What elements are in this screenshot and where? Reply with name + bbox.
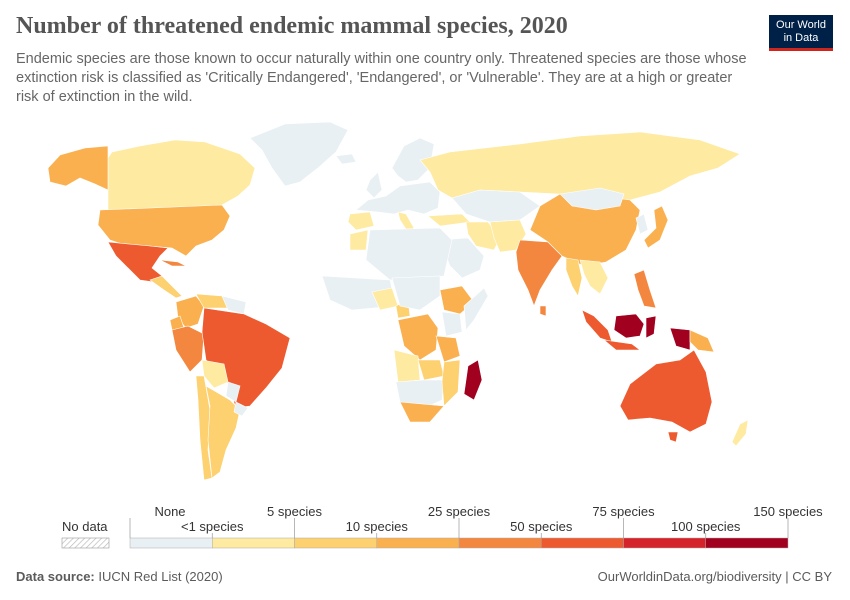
world-map[interactable]: CanadaAlaska (USA)GreenlandUnited States… xyxy=(0,110,850,490)
region-java[interactable]: Java xyxy=(602,339,641,351)
legend-ticks xyxy=(129,518,789,538)
legend-bins xyxy=(129,537,789,549)
region-borneo[interactable]: Borneo xyxy=(613,313,645,339)
region-myanmar[interactable]: Myanmar xyxy=(565,257,583,297)
region-europe[interactable]: Europe xyxy=(355,181,441,215)
region-united-states[interactable]: United States xyxy=(97,204,231,257)
map-regions: CanadaAlaska (USA)GreenlandUnited States… xyxy=(47,121,749,481)
legend-upper-label-4: 150 species xyxy=(753,504,823,519)
legend-upper-label-1: 5 species xyxy=(267,504,322,519)
region-mozambique[interactable]: Mozambique xyxy=(441,359,461,407)
legend-bin-1 xyxy=(212,537,295,549)
region-uruguay[interactable]: Uruguay xyxy=(233,401,249,417)
legend-upper-label-0: None xyxy=(154,504,185,519)
region-north-africa[interactable]: North Africa xyxy=(365,227,453,281)
region-tanzania[interactable]: Tanzania xyxy=(435,335,461,363)
region-papua-new-guinea[interactable]: Papua New Guinea xyxy=(689,329,715,353)
legend-bin-3 xyxy=(376,537,460,549)
legend-bin-2 xyxy=(294,537,377,549)
chart-subtitle: Endemic species are those known to occur… xyxy=(16,51,747,105)
region-kenya[interactable]: Kenya xyxy=(441,311,463,337)
region-sri-lanka[interactable]: Sri Lanka xyxy=(539,305,547,317)
region-mongolia[interactable]: Mongolia xyxy=(559,187,625,211)
region-united-kingdom[interactable]: United Kingdom xyxy=(365,171,383,199)
chart-title: Number of threatened endemic mammal spec… xyxy=(16,13,568,39)
region-pakistan-afghanistan[interactable]: Pakistan & Afghanistan xyxy=(489,219,527,253)
legend-lower-label-0: <1 species xyxy=(181,519,244,534)
region-south-africa[interactable]: South Africa xyxy=(399,401,445,423)
legend-no-data-swatch xyxy=(61,537,110,549)
owid-logo[interactable]: Our World in Data xyxy=(769,15,833,51)
legend-bin-0 xyxy=(129,537,213,549)
region-spain[interactable]: Spain xyxy=(347,211,375,231)
legend-bin-6 xyxy=(623,537,706,549)
region-alaska-usa[interactable]: Alaska (USA) xyxy=(47,145,109,191)
logo-line-1: Our World xyxy=(776,19,826,31)
legend-bin-4 xyxy=(458,537,542,549)
region-bolivia[interactable]: Bolivia xyxy=(201,359,229,389)
region-indochina[interactable]: Indochina xyxy=(579,259,609,295)
region-japan[interactable]: Japan xyxy=(643,205,669,249)
legend-bin-7 xyxy=(705,537,789,549)
footer-link[interactable]: OurWorldinData.org/biodiversity | CC BY xyxy=(597,569,832,584)
region-arabian-peninsula[interactable]: Arabian Peninsula xyxy=(439,237,485,279)
region-greenland[interactable]: Greenland xyxy=(249,121,349,187)
legend-upper-label-2: 25 species xyxy=(428,504,491,519)
data-source: Data source: IUCN Red List (2020) xyxy=(16,569,223,584)
region-dr-congo[interactable]: DR Congo xyxy=(397,313,439,361)
region-somalia[interactable]: Somalia xyxy=(463,287,489,331)
region-australia[interactable]: Australia xyxy=(619,349,713,433)
region-tasmania[interactable]: Tasmania xyxy=(667,431,679,443)
legend-no-data-label: No data xyxy=(62,519,108,534)
legend-labels: None 5 species 25 species 75 species 150 spe… xyxy=(154,504,823,534)
region-sulawesi[interactable]: Sulawesi xyxy=(645,315,657,339)
logo-line-2: in Data xyxy=(783,32,819,44)
region-new-zealand[interactable]: New Zealand xyxy=(731,419,749,447)
region-korea[interactable]: Korea xyxy=(635,213,649,235)
data-source-value: IUCN Red List (2020) xyxy=(98,569,223,584)
region-iceland[interactable]: Iceland xyxy=(335,153,357,165)
legend-bin-5 xyxy=(541,537,624,549)
region-philippines[interactable]: Philippines xyxy=(633,269,657,309)
legend-lower-label-1: 10 species xyxy=(346,519,409,534)
legend-upper-label-3: 75 species xyxy=(592,504,655,519)
region-central-america[interactable]: Central America xyxy=(149,275,183,299)
legend-lower-label-2: 50 species xyxy=(510,519,573,534)
region-madagascar[interactable]: Madagascar xyxy=(463,359,483,401)
region-argentina[interactable]: Argentina xyxy=(205,385,241,479)
region-central-africa[interactable]: Central Africa xyxy=(391,275,441,311)
region-morocco[interactable]: Morocco xyxy=(349,229,369,251)
region-new-guinea[interactable]: New Guinea xyxy=(669,327,691,351)
region-brazil[interactable]: Brazil xyxy=(201,307,291,409)
data-source-label: Data source: xyxy=(16,569,95,584)
legend-lower-label-3: 100 species xyxy=(671,519,741,534)
region-cuba[interactable]: Cuba xyxy=(159,259,187,267)
region-central-asia[interactable]: Central Asia xyxy=(451,189,541,223)
